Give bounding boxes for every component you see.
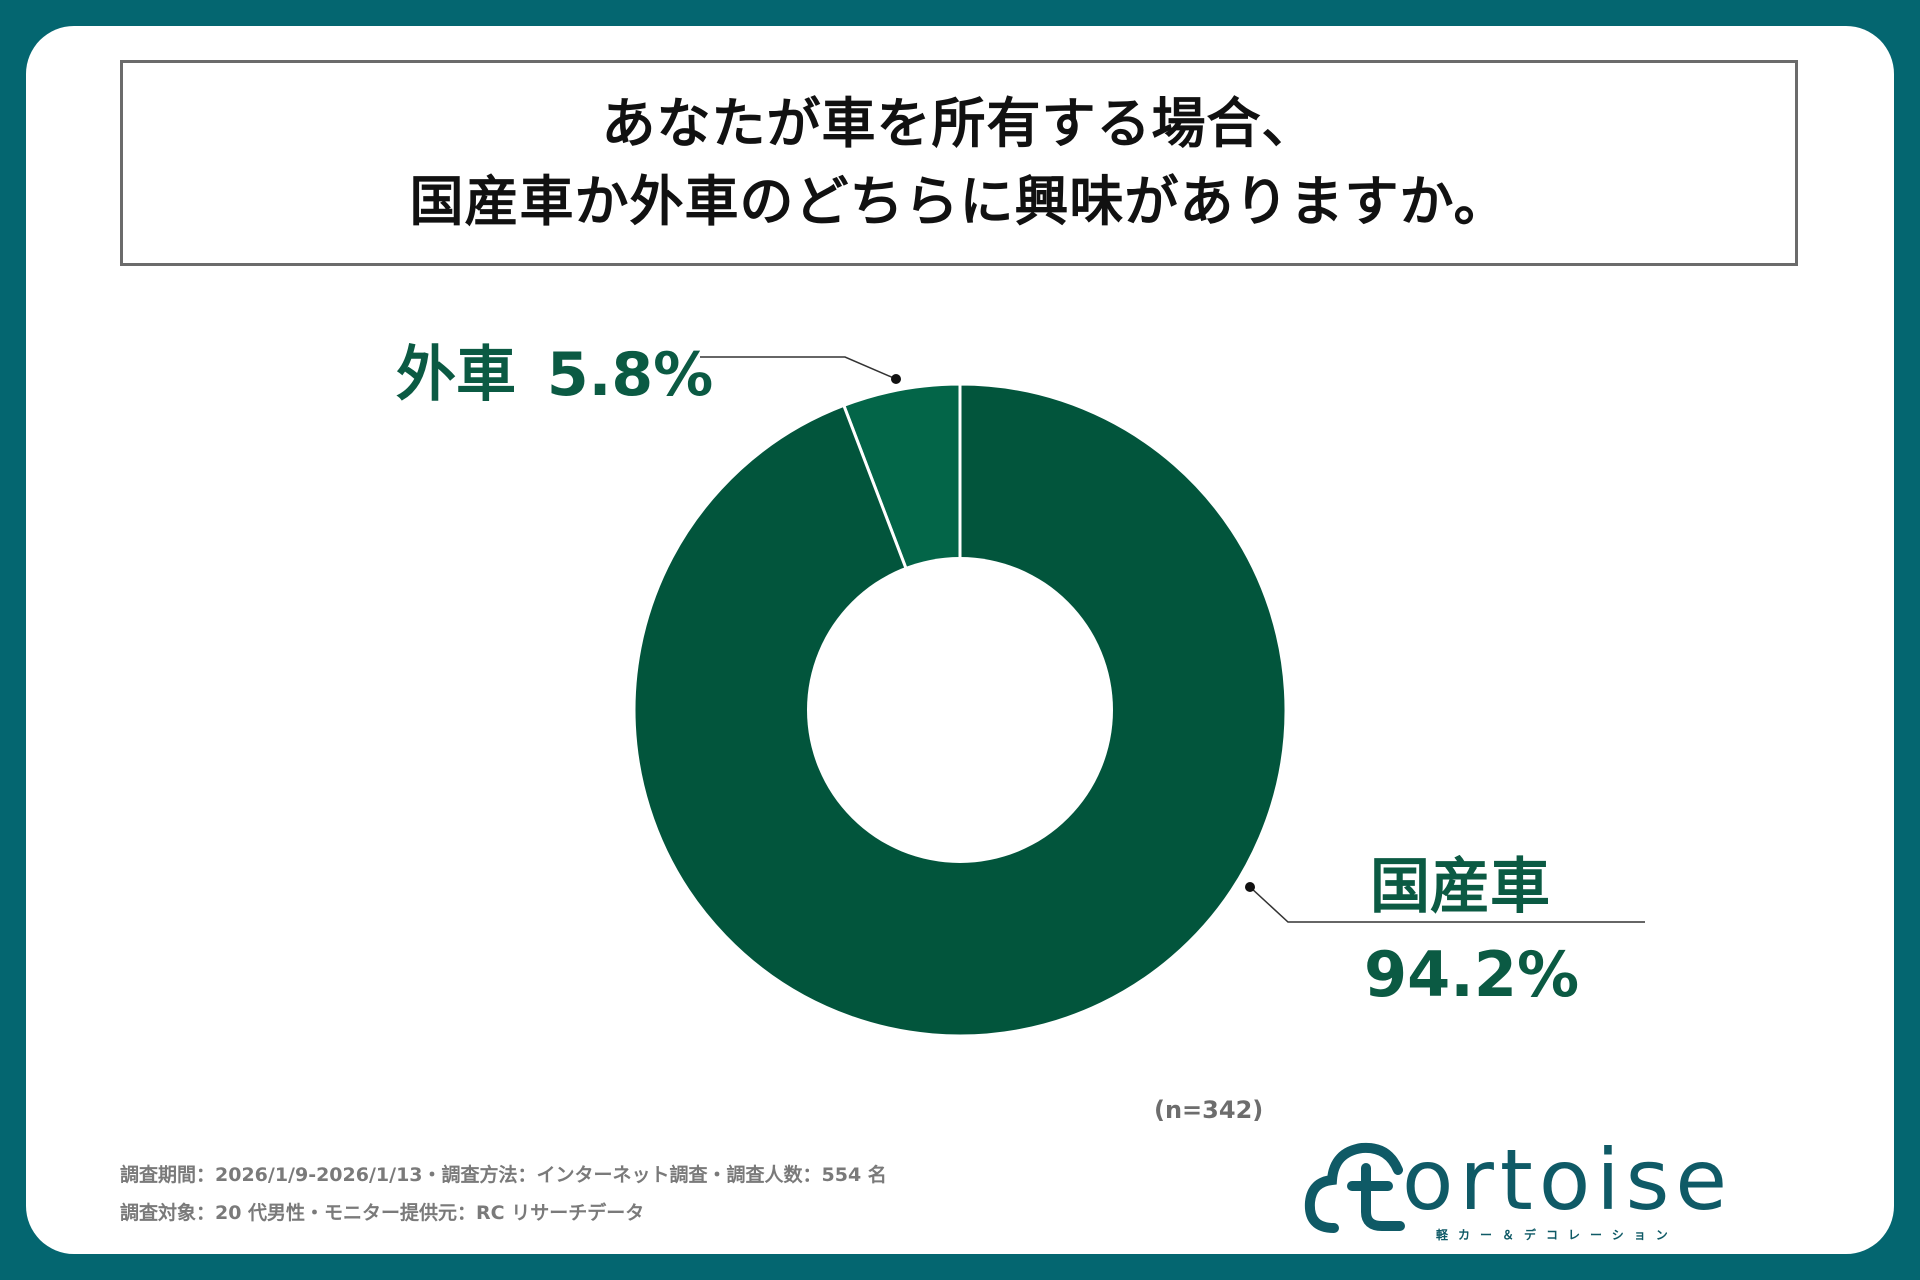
title-box: あなたが車を所有する場合、 国産車か外車のどちらに興味がありますか。	[120, 60, 1798, 266]
sample-size-note: (n=342)	[1154, 1096, 1264, 1124]
footer-line-1: 調査期間：2026/1/9-2026/1/13・調査方法：インターネット調査・調…	[120, 1164, 887, 1186]
footer-line-2: 調査対象：20 代男性・モニター提供元：RC リサーチデータ	[120, 1202, 645, 1224]
label-gaisha: 外車 5.8%	[396, 326, 713, 413]
cloud-t-logo-icon	[1304, 1142, 1405, 1233]
leader-dot-gaisha	[891, 374, 901, 384]
label-kokusan-name: 国産車	[1370, 852, 1550, 922]
leader-line-kokusan	[1249, 886, 1645, 923]
title-line-1: あなたが車を所有する場合、	[601, 92, 1317, 155]
label-gaisha-value: 5.8%	[546, 340, 714, 410]
label-kokusan-value: 94.2%	[1364, 938, 1580, 1011]
leader-dot-kokusan	[1245, 882, 1255, 892]
donut-hole	[807, 557, 1113, 863]
leader-line-gaisha	[700, 356, 897, 380]
logo-subtitle: 軽カー＆デコレーション	[1436, 1228, 1678, 1242]
logo-wordmark: ortoise	[1402, 1131, 1734, 1229]
label-gaisha-name: 外車	[396, 340, 516, 410]
title-line-2: 国産車か外車のどちらに興味がありますか。	[409, 170, 1509, 233]
